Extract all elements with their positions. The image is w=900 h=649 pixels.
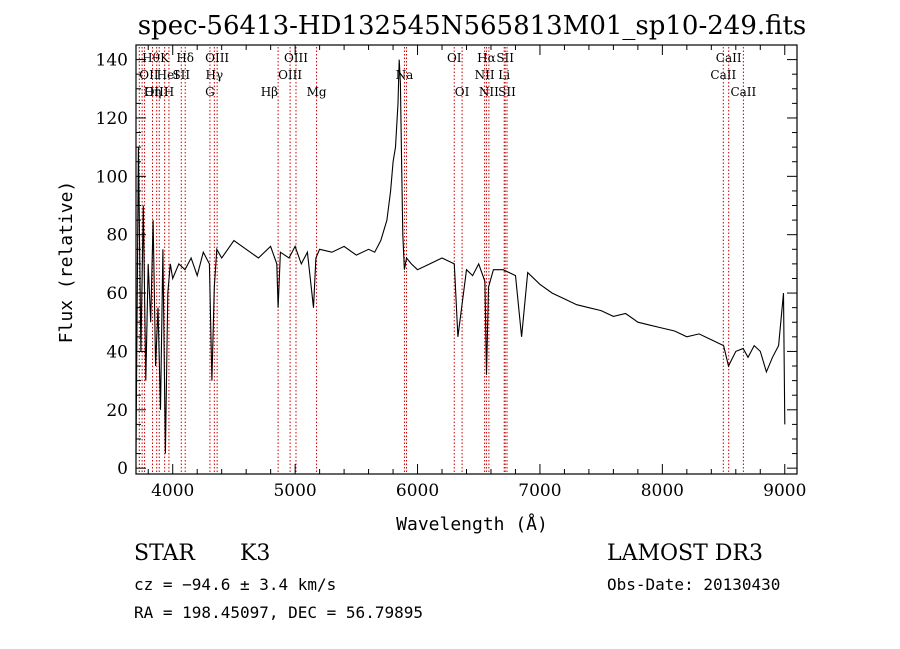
line-marker-label: Hδ (176, 51, 194, 65)
line-marker-label: OIII (284, 51, 308, 65)
x-tick-label: 5000 (273, 481, 316, 501)
spectrum-line (135, 59, 786, 454)
line-marker-label: NII (479, 85, 499, 99)
line-marker-label: OIII (278, 68, 302, 82)
object-subclass: K3 (240, 541, 270, 566)
x-axis-ticks: 4000 5000 6000 7000 8000 9000 (147, 45, 806, 501)
y-tick-label: 0 (117, 459, 128, 479)
line-marker-label: OI (447, 51, 462, 65)
line-marker-label: Hβ (261, 85, 278, 99)
line-marker-label: OIII (205, 51, 229, 65)
x-axis-label: Wavelength (Å) (396, 513, 548, 535)
x-tick-label: 7000 (518, 481, 561, 501)
x-tick-label: 4000 (151, 481, 194, 501)
x-tick-label: 6000 (396, 481, 439, 501)
line-marker-label: OII (139, 68, 159, 82)
line-marker-label: G (205, 85, 215, 99)
line-marker-label: NII (475, 68, 495, 82)
line-marker-label: Li (498, 68, 510, 82)
y-tick-label: 100 (96, 167, 128, 187)
line-marker-label: Hα (477, 51, 496, 65)
line-marker-label: SII (496, 51, 514, 65)
line-markers (138, 47, 744, 474)
line-marker-label: SII (498, 85, 516, 99)
y-tick-label: 20 (106, 401, 128, 421)
x-tick-label: 8000 (641, 481, 684, 501)
line-marker-label: SII (172, 68, 190, 82)
redshift-info: cz = −94.6 ± 3.4 km/s (134, 575, 336, 594)
object-class: STAR (134, 541, 196, 566)
line-marker-label: Hθ (142, 51, 160, 65)
observation-date: Obs-Date: 20130430 (607, 575, 780, 594)
y-tick-label: 40 (106, 342, 128, 362)
y-axis-label: Flux (relative) (56, 181, 77, 344)
line-marker-label: K (160, 51, 170, 65)
line-marker-label: Hη (144, 85, 162, 99)
x-tick-label: 9000 (763, 481, 806, 501)
line-marker-label: CaII (730, 85, 756, 99)
y-tick-label: 80 (106, 226, 128, 246)
line-marker-label: OI (455, 85, 470, 99)
chart-title: spec-56413-HD132545N565813M01_sp10-249.f… (138, 11, 807, 41)
y-tick-label: 140 (96, 51, 128, 71)
line-marker-labels: OIIHθOIIIHηHeIKHSIIHδGHγOIIIHβOIIIOIIIMg… (139, 51, 756, 99)
line-marker-label: OIII (145, 85, 169, 99)
y-tick-label: 60 (106, 284, 128, 304)
line-marker-label: HeI (157, 68, 180, 82)
survey-name: LAMOST DR3 (607, 541, 763, 566)
line-marker-label: Hγ (206, 68, 224, 82)
line-marker-label: H (164, 85, 174, 99)
line-marker-label: Mg (307, 85, 327, 99)
coordinates-info: RA = 198.45097, DEC = 56.79895 (134, 603, 423, 622)
line-marker-label: CaII (716, 51, 742, 65)
plot-frame (135, 44, 798, 475)
y-axis-ticks: 0 20 40 60 80 100 120 140 (96, 51, 797, 479)
y-tick-label: 120 (96, 109, 128, 129)
line-marker-label: CaII (710, 68, 736, 82)
